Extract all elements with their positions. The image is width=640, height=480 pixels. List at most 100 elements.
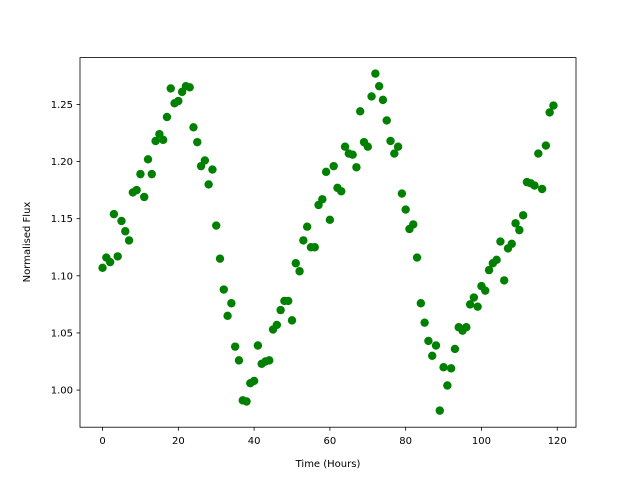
point bbox=[348, 150, 357, 159]
point bbox=[223, 311, 232, 321]
point bbox=[446, 364, 456, 373]
point bbox=[189, 123, 198, 132]
point bbox=[215, 254, 225, 263]
point bbox=[219, 285, 228, 294]
point bbox=[484, 265, 494, 275]
point bbox=[208, 165, 217, 174]
point bbox=[325, 215, 335, 225]
point bbox=[397, 189, 407, 198]
point bbox=[143, 155, 153, 164]
point bbox=[318, 195, 327, 204]
point bbox=[499, 276, 509, 285]
point bbox=[230, 342, 240, 351]
point bbox=[492, 255, 501, 265]
point bbox=[166, 84, 175, 93]
point bbox=[374, 81, 384, 91]
point bbox=[162, 112, 172, 122]
point bbox=[515, 225, 524, 235]
point bbox=[295, 267, 304, 276]
point bbox=[185, 83, 194, 92]
point bbox=[132, 185, 141, 195]
point bbox=[420, 318, 429, 327]
point bbox=[530, 181, 539, 190]
axes-frame bbox=[79, 57, 577, 428]
point bbox=[465, 300, 475, 309]
point bbox=[117, 216, 126, 226]
x-tick-label: 40 bbox=[248, 436, 261, 447]
x-axis-label: Time (Hours) bbox=[295, 459, 361, 470]
y-tick-label: 1.20 bbox=[51, 157, 73, 168]
point bbox=[393, 142, 403, 151]
point bbox=[518, 211, 528, 220]
y-tick-label: 1.10 bbox=[51, 271, 73, 282]
y-axis-label: Normalised Flux bbox=[22, 202, 33, 283]
x-tick-label: 100 bbox=[472, 436, 491, 447]
y-tick-label: 1.25 bbox=[51, 100, 73, 111]
point bbox=[469, 293, 479, 302]
point bbox=[371, 69, 380, 78]
point bbox=[435, 406, 444, 415]
point bbox=[537, 184, 547, 194]
x-tick-label: 60 bbox=[324, 436, 337, 447]
point bbox=[109, 209, 119, 219]
point bbox=[151, 136, 160, 146]
point bbox=[276, 305, 285, 315]
point bbox=[450, 344, 460, 354]
point bbox=[265, 356, 274, 365]
point bbox=[113, 252, 122, 261]
point bbox=[340, 142, 350, 151]
point bbox=[124, 236, 134, 245]
point bbox=[439, 363, 448, 372]
point bbox=[204, 180, 213, 189]
point bbox=[511, 219, 520, 228]
point bbox=[302, 222, 312, 231]
point bbox=[299, 236, 308, 245]
point bbox=[424, 336, 433, 346]
x-tick-label: 20 bbox=[172, 436, 185, 447]
point bbox=[412, 253, 422, 262]
point bbox=[337, 187, 346, 196]
point bbox=[367, 92, 376, 101]
point bbox=[212, 221, 221, 230]
point bbox=[121, 227, 130, 236]
point bbox=[136, 169, 145, 179]
point bbox=[356, 107, 365, 116]
x-tick-label: 120 bbox=[548, 436, 567, 447]
point bbox=[352, 163, 361, 172]
point bbox=[496, 237, 505, 246]
point bbox=[234, 356, 244, 365]
point bbox=[549, 101, 558, 110]
point bbox=[462, 323, 471, 332]
point bbox=[140, 192, 149, 202]
y-tick-label: 1.15 bbox=[51, 214, 73, 225]
point bbox=[443, 381, 452, 390]
point bbox=[284, 296, 293, 306]
point bbox=[431, 341, 441, 350]
point bbox=[105, 257, 115, 267]
point bbox=[541, 141, 551, 150]
point bbox=[227, 299, 236, 308]
point bbox=[272, 320, 282, 330]
point bbox=[249, 376, 259, 386]
point bbox=[401, 205, 410, 214]
point bbox=[193, 137, 202, 147]
point bbox=[363, 142, 372, 151]
x-tick-label: 80 bbox=[399, 436, 412, 447]
point bbox=[310, 243, 319, 252]
point bbox=[390, 149, 399, 158]
point bbox=[473, 302, 482, 311]
point bbox=[416, 299, 426, 308]
point bbox=[242, 397, 251, 406]
y-tick-label: 1.05 bbox=[51, 328, 73, 339]
point bbox=[534, 149, 543, 158]
point bbox=[545, 108, 554, 117]
point bbox=[287, 316, 297, 325]
point bbox=[409, 220, 418, 229]
point bbox=[158, 135, 168, 145]
x-tick-label: 0 bbox=[99, 436, 105, 447]
point bbox=[291, 259, 300, 268]
point bbox=[507, 239, 516, 249]
point bbox=[174, 96, 183, 106]
point bbox=[382, 116, 391, 125]
